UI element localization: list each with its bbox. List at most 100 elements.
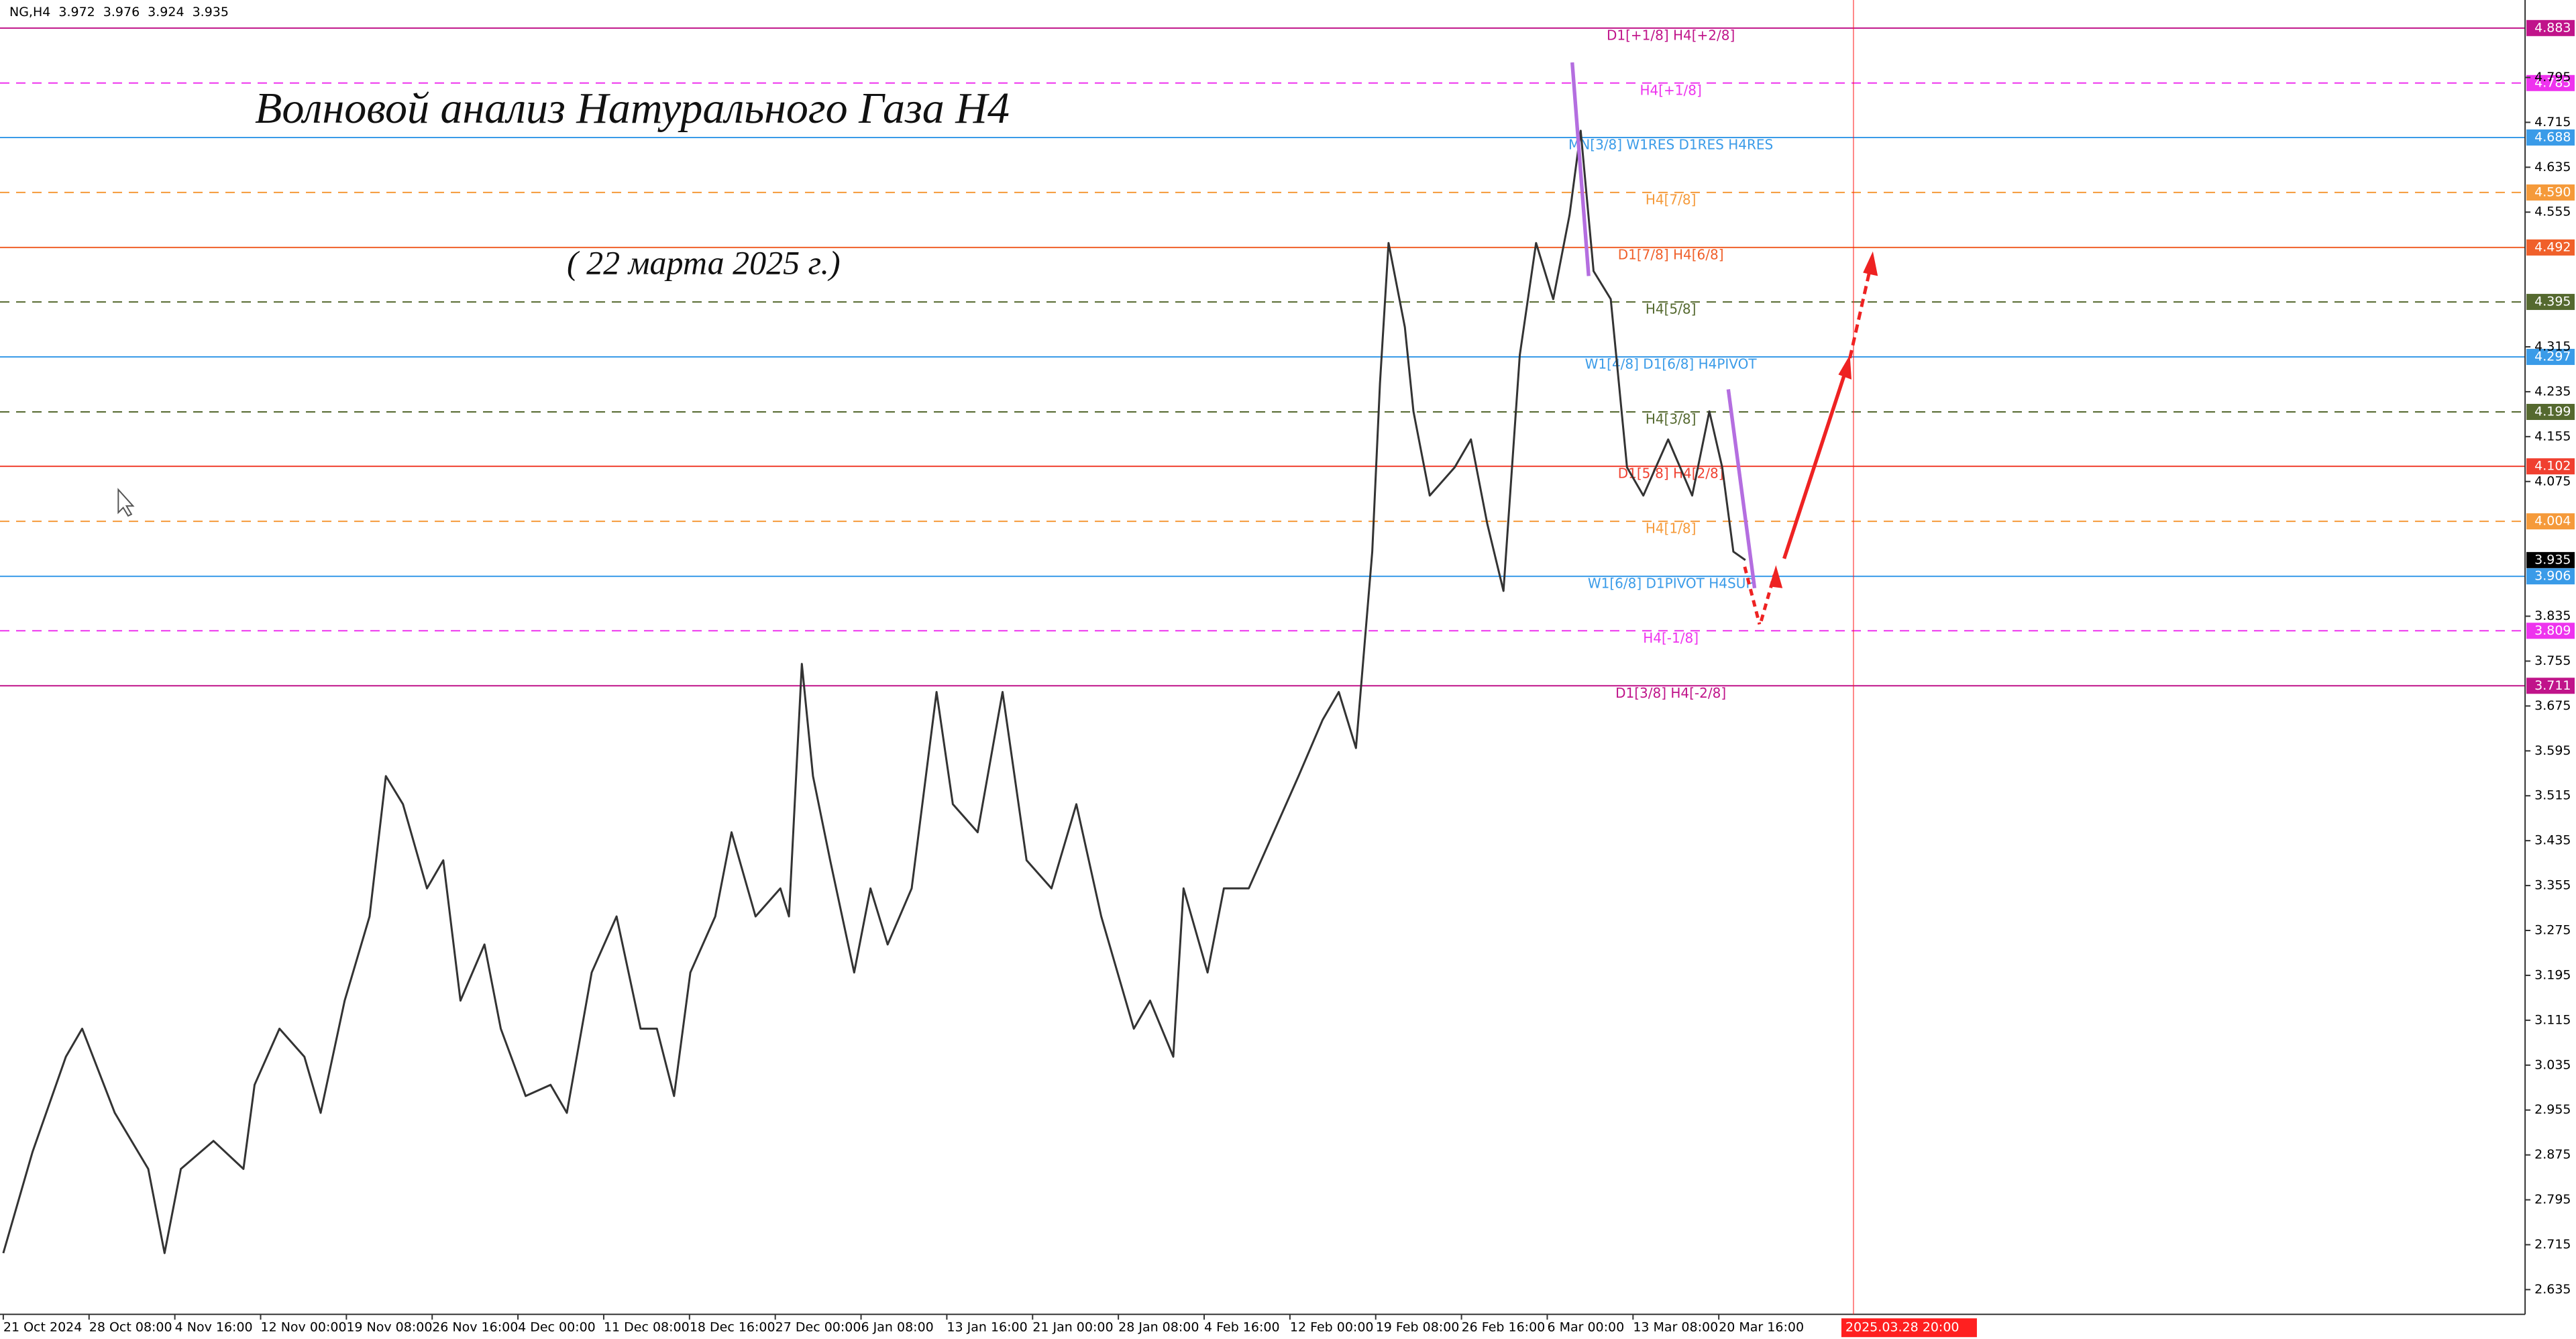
price-tag-label: 4.102 — [2534, 459, 2571, 474]
header-field: 3.976 — [103, 5, 140, 19]
chart-title: Волновой анализ Натурального Газа H4 — [255, 84, 1010, 133]
price-tag-label: 4.590 — [2534, 184, 2571, 199]
current-price-tag — [2526, 551, 2575, 568]
level-label: D1[7/8] H4[6/8] — [1618, 246, 1724, 262]
price-tag — [2526, 623, 2575, 639]
x-tick-label: 21 Oct 2024 — [3, 1320, 82, 1335]
wave-line — [1726, 389, 1757, 589]
price-tag-label: 4.004 — [2534, 514, 2571, 529]
level-label: D1[+1/8] H4[+2/8] — [1607, 27, 1735, 43]
price-tag — [2526, 184, 2575, 201]
level-label: D1[3/8] H4[-2/8] — [1615, 685, 1726, 701]
y-tick-label: 3.275 — [2534, 922, 2571, 937]
level-label: H4[7/8] — [1646, 191, 1697, 207]
level-label: W1[4/8] D1[6/8] H4PIVOT — [1585, 356, 1758, 372]
x-tick-label: 13 Jan 16:00 — [947, 1320, 1027, 1335]
level-label: D1[5/8] H4[2/8] — [1618, 466, 1724, 482]
price-tag-label: 4.297 — [2534, 350, 2571, 364]
y-tick-label: 3.115 — [2534, 1012, 2571, 1027]
level-label: H4[-1/8] — [1643, 630, 1699, 646]
arrow-head — [1838, 354, 1852, 380]
x-tick-label: 28 Jan 08:00 — [1118, 1320, 1199, 1335]
forecast-arrow — [1782, 367, 1849, 559]
y-tick-label: 4.555 — [2534, 205, 2571, 219]
level-label: H4[+1/8] — [1640, 82, 1701, 98]
x-tick-label: 20 Mar 16:00 — [1719, 1320, 1804, 1335]
arrow-head — [1769, 565, 1783, 588]
header-field: NG,H4 — [9, 5, 50, 19]
level-label: H4[5/8] — [1646, 301, 1697, 317]
x-tick-label: 18 Dec 16:00 — [690, 1320, 775, 1335]
x-tick-label: 13 Mar 08:00 — [1633, 1320, 1718, 1335]
x-tick-label: 26 Nov 16:00 — [432, 1320, 518, 1335]
price-tag — [2526, 513, 2575, 530]
price-tag — [2526, 19, 2575, 36]
y-tick-label: 2.635 — [2534, 1282, 2571, 1297]
y-tick-label: 4.795 — [2534, 70, 2571, 85]
y-tick-label: 4.635 — [2534, 160, 2571, 174]
mouse-cursor — [117, 488, 135, 517]
x-tick-label: 6 Jan 08:00 — [861, 1320, 934, 1335]
price-tag-label: 4.688 — [2534, 129, 2571, 144]
level-label: H4[1/8] — [1646, 521, 1697, 537]
y-tick-label: 3.755 — [2534, 653, 2571, 668]
header-field: 3.972 — [58, 5, 95, 19]
x-tick-label: 21 Jan 00:00 — [1032, 1320, 1113, 1335]
x-tick-label: 4 Dec 00:00 — [518, 1320, 596, 1335]
y-tick-label: 4.315 — [2534, 339, 2571, 354]
price-tag-label: 4.199 — [2534, 405, 2571, 419]
current-price-label: 3.935 — [2534, 552, 2571, 567]
y-tick-label: 3.035 — [2534, 1057, 2571, 1072]
y-tick-label: 2.955 — [2534, 1102, 2571, 1117]
price-tag — [2526, 678, 2575, 694]
level-label: MN[3/8] W1RES D1RES H4RES — [1568, 136, 1773, 152]
price-tag — [2526, 129, 2575, 146]
price-tag-label: 3.906 — [2534, 569, 2571, 584]
y-tick-label: 4.715 — [2534, 115, 2571, 129]
forecast-arrow — [1743, 566, 1762, 625]
price-tag — [2526, 294, 2575, 311]
y-tick-label: 3.435 — [2534, 833, 2571, 848]
y-tick-label: 3.595 — [2534, 743, 2571, 758]
levels: D1[+1/8] H4[+2/8] 4.883 H4[+1/8] 4.785 MN[3/… — [0, 19, 2575, 701]
price-tag-label: 3.711 — [2534, 678, 2571, 693]
chart-subtitle: ( 22 марта 2025 г.) — [567, 244, 841, 281]
price-tag-label: 4.785 — [2534, 75, 2571, 90]
x-tick-label: 19 Nov 08:00 — [346, 1320, 432, 1335]
x-tick-label: 6 Mar 00:00 — [1547, 1320, 1624, 1335]
x-tick-label: 4 Feb 16:00 — [1204, 1320, 1280, 1335]
level-label: H4[3/8] — [1646, 411, 1697, 427]
x-tick-label: 11 Dec 08:00 — [604, 1320, 690, 1335]
y-tick-label: 2.875 — [2534, 1147, 2571, 1162]
x-tick-label: 27 Dec 00:00 — [775, 1320, 861, 1335]
y-tick-label: 2.715 — [2534, 1237, 2571, 1252]
level-label: W1[6/8] D1PIVOT H4SUP — [1588, 576, 1754, 592]
y-tick-label: 4.075 — [2534, 474, 2571, 488]
x-tick-label: 28 Oct 08:00 — [89, 1320, 172, 1335]
y-tick-label: 3.835 — [2534, 608, 2571, 623]
price-tag — [2526, 74, 2575, 91]
price-tag — [2526, 568, 2575, 585]
x-tick-label: 26 Feb 16:00 — [1462, 1320, 1546, 1335]
y-tick-label: 3.515 — [2534, 788, 2571, 803]
wave-line — [1570, 62, 1591, 276]
arrow-head — [1863, 251, 1878, 276]
plot — [2, 129, 1746, 1254]
price-tag-label: 3.809 — [2534, 623, 2571, 638]
price-tag — [2526, 404, 2575, 421]
price-tag-label: 4.492 — [2534, 239, 2571, 254]
price-tag — [2526, 239, 2575, 256]
header-field: 3.935 — [193, 5, 229, 19]
header-field: 3.924 — [148, 5, 184, 19]
annotations — [117, 62, 1878, 625]
x-tick-label: 19 Feb 08:00 — [1376, 1320, 1460, 1335]
price-tag — [2526, 349, 2575, 366]
x-tick-label: 12 Nov 00:00 — [260, 1320, 346, 1335]
cursor-tag — [1841, 1318, 1977, 1338]
cursor-tag-label: 2025.03.28 20:00 — [1845, 1320, 1960, 1335]
symbol-header: NG,H4 3.972 3.976 3.924 3.935 — [9, 5, 229, 19]
y-tick-label: 3.195 — [2534, 967, 2571, 982]
y-tick-label: 4.155 — [2534, 429, 2571, 443]
